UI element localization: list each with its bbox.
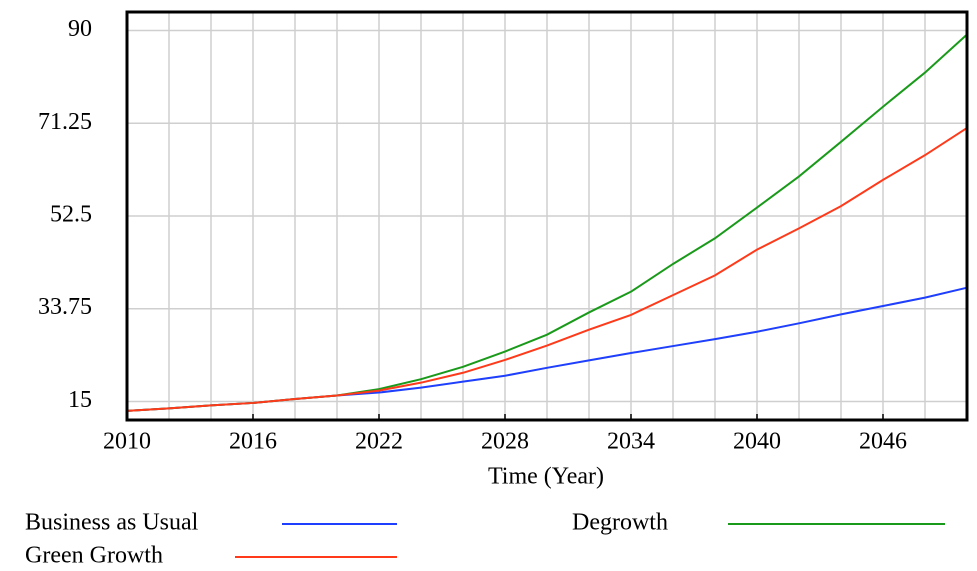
y-tick-label: 33.75 xyxy=(38,294,92,320)
x-tick-label: 2046 xyxy=(859,429,907,455)
x-tick-label: 2040 xyxy=(733,429,781,455)
y-tick-label: 71.25 xyxy=(38,109,92,135)
y-tick-label: 52.5 xyxy=(50,202,92,228)
legend-label: Degrowth xyxy=(572,510,668,536)
x-tick-label: 2028 xyxy=(481,429,529,455)
legend-label: Business as Usual xyxy=(25,510,199,536)
x-axis-label: Time (Year) xyxy=(488,464,604,490)
x-tick-label: 2034 xyxy=(607,429,655,455)
x-tick-label: 2016 xyxy=(229,429,277,455)
series-line xyxy=(126,127,968,412)
x-tick-label: 2010 xyxy=(103,429,151,455)
y-tick-label: 15 xyxy=(68,387,92,413)
plot-frame xyxy=(125,10,969,422)
x-tick-label: 2022 xyxy=(355,429,403,455)
y-tick-label: 90 xyxy=(68,16,92,42)
legend-label: Green Growth xyxy=(25,543,163,569)
